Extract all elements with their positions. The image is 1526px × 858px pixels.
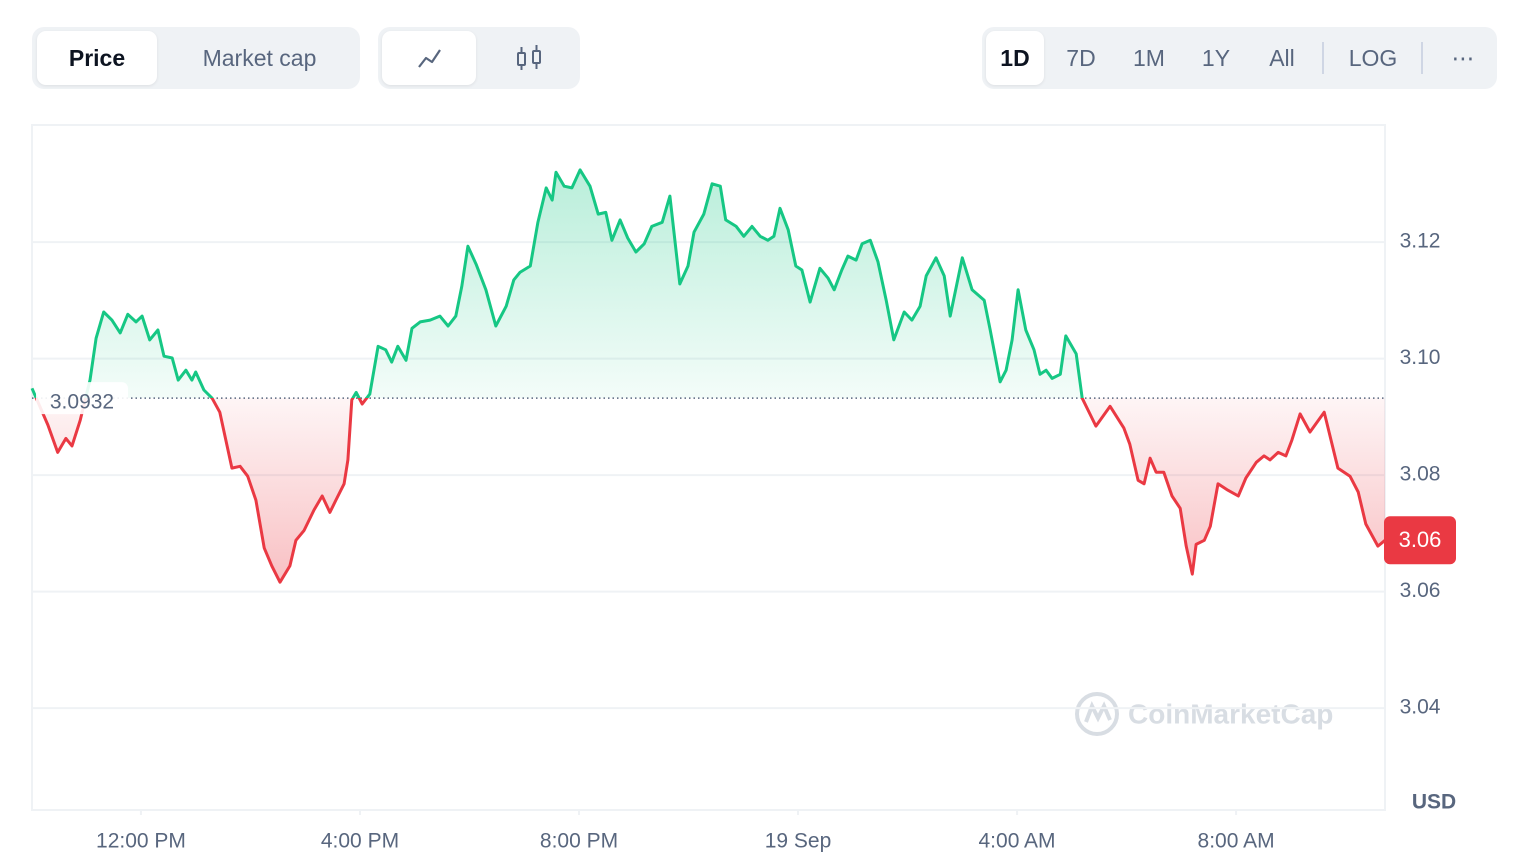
y-tick-label: 3.06 — [1400, 579, 1441, 602]
candle-chart-button[interactable] — [482, 31, 576, 85]
mode-toggle: Price Market cap — [32, 27, 360, 89]
y-tick-label: 3.08 — [1400, 463, 1441, 486]
range-toggle: 1D 7D 1M 1Y All LOG ⋯ — [982, 27, 1497, 89]
line-icon — [418, 49, 441, 68]
range-7d[interactable]: 7D — [1066, 45, 1096, 71]
range-1m[interactable]: 1M — [1133, 45, 1165, 71]
price-button[interactable]: Price — [37, 31, 157, 85]
y-tick-label: 3.12 — [1400, 230, 1441, 253]
y-tick-label: 3.04 — [1400, 696, 1441, 719]
x-tick-label: 12:00 PM — [96, 830, 186, 853]
market-cap-button[interactable]: Market cap — [202, 45, 317, 71]
y-unit: USD — [1412, 791, 1456, 814]
chart-style-toggle — [378, 27, 580, 89]
last-price-box — [1384, 516, 1456, 565]
last-price-label: 3.06 — [1399, 527, 1442, 552]
x-tick-label: 19 Sep — [765, 830, 832, 853]
range-1y[interactable]: 1Y — [1201, 45, 1231, 71]
y-tick-label: 3.10 — [1400, 346, 1441, 369]
watermark-logo — [1075, 692, 1119, 736]
more-button[interactable]: ⋯ — [1451, 45, 1475, 71]
separator — [1421, 42, 1423, 74]
x-tick-label: 4:00 PM — [321, 830, 399, 853]
x-tick-label: 4:00 AM — [979, 830, 1056, 853]
baseline-label: 3.0932 — [50, 391, 114, 414]
price-line — [30, 168, 1386, 584]
baseline-label-box — [36, 382, 128, 415]
line-chart-button[interactable] — [382, 31, 476, 85]
plot-frame — [31, 124, 1386, 811]
separator — [1322, 42, 1324, 74]
watermark: CoinMarketCap — [1128, 698, 1333, 729]
price-area — [32, 169, 1385, 583]
x-tick-label: 8:00 AM — [1198, 830, 1275, 853]
range-all[interactable]: All — [1269, 45, 1295, 71]
x-tick-label: 8:00 PM — [540, 830, 618, 853]
log-button[interactable]: LOG — [1348, 45, 1398, 71]
candle-icon — [517, 45, 541, 70]
range-1d[interactable]: 1D — [986, 31, 1044, 85]
